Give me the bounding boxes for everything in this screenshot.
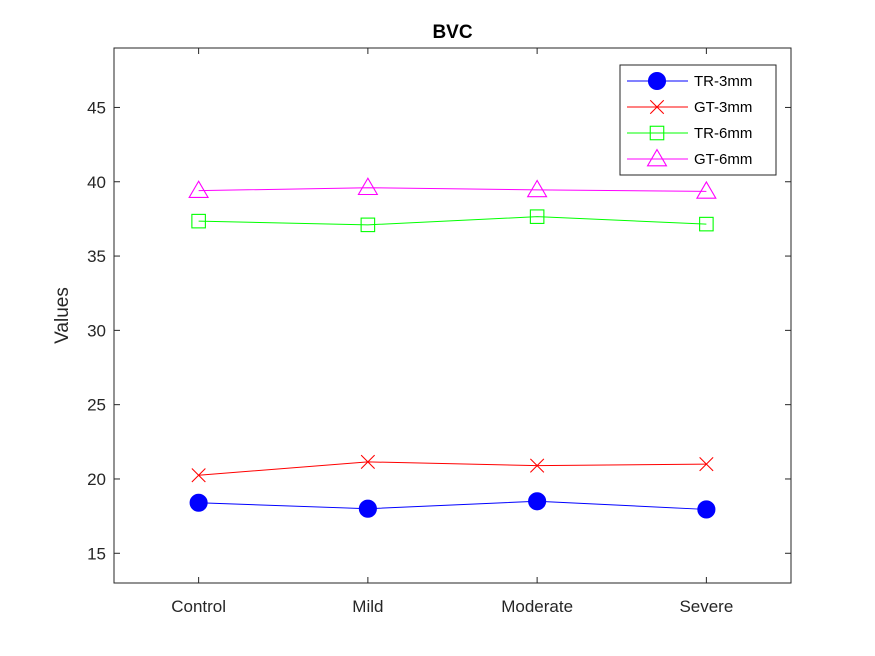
data-point (697, 500, 716, 519)
data-point-stroke (529, 458, 545, 473)
series-layer (188, 177, 717, 519)
legend-label: TR-6mm (694, 125, 752, 142)
data-point (649, 99, 665, 115)
data-point (189, 493, 208, 512)
x-tick-label: Control (171, 597, 226, 616)
series-line (198, 500, 707, 510)
y-tick-label: 20 (87, 470, 106, 489)
data-point (699, 216, 714, 232)
series-gt-3mm (191, 454, 714, 483)
y-tick-label: 15 (87, 544, 106, 563)
series-line (198, 461, 707, 476)
data-point (360, 217, 376, 233)
series-tr-3mm (189, 492, 716, 519)
data-point-stroke (360, 454, 376, 470)
x-tick-label: Severe (679, 597, 733, 616)
data-point (529, 209, 545, 224)
legend-item: GT-3mm (627, 99, 752, 116)
legend-item: GT-6mm (627, 148, 752, 168)
chart-title: BVC (432, 22, 472, 43)
y-axis: 15 20 25 30 35 40 45 (87, 98, 791, 563)
series-line (198, 187, 707, 192)
data-point-stroke (649, 99, 665, 115)
data-point (357, 177, 379, 196)
data-point (526, 179, 548, 198)
data-point (699, 456, 714, 472)
legend: TR-3mm GT-3mm TR-6mm GT-6mm (619, 64, 777, 176)
data-point (695, 180, 717, 199)
data-point (528, 492, 547, 511)
y-tick-label: 25 (87, 396, 106, 415)
data-point (529, 458, 545, 473)
data-point (646, 148, 668, 167)
y-axis-title: Values (52, 287, 73, 344)
y-tick-label: 30 (87, 321, 106, 340)
legend-box (619, 64, 777, 176)
x-tick-label: Moderate (501, 597, 573, 616)
data-point (360, 454, 376, 470)
data-point (358, 499, 377, 518)
data-point (188, 180, 210, 199)
data-point (647, 71, 667, 91)
legend-label: TR-3mm (694, 73, 752, 90)
legend-label: GT-3mm (694, 99, 752, 116)
y-tick-label: 45 (87, 98, 106, 117)
data-point (649, 125, 665, 141)
legend-label: GT-6mm (694, 151, 752, 168)
y-tick-label: 40 (87, 173, 106, 192)
data-point-stroke (191, 468, 206, 483)
y-tick-label: 35 (87, 247, 106, 266)
legend-item: TR-6mm (627, 125, 752, 142)
series-gt-6mm (188, 177, 717, 199)
data-point (191, 213, 206, 229)
series-tr-6mm (191, 209, 714, 233)
data-point (191, 468, 206, 483)
x-axis: Control Mild Moderate Severe (171, 48, 733, 616)
data-point-stroke (699, 456, 714, 472)
legend-item: TR-3mm (627, 71, 752, 91)
x-tick-label: Mild (352, 597, 383, 616)
series-line (198, 216, 707, 226)
